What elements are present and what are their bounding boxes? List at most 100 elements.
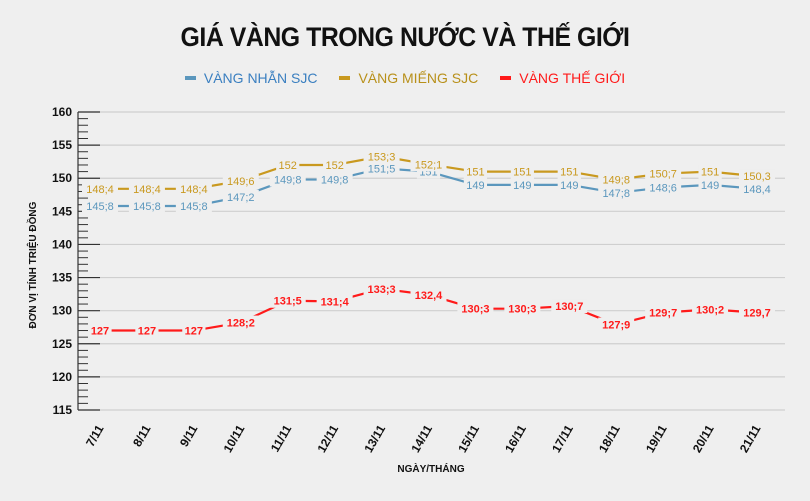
y-axis-title: ĐƠN VỊ TÍNH TRIỆU ĐỒNG <box>26 201 39 328</box>
x-tick-label: 17/11 <box>549 422 576 455</box>
data-point-label: 132,4 <box>415 290 443 302</box>
x-tick-label: 14/11 <box>408 422 435 455</box>
label-bg <box>510 177 534 192</box>
data-point-label: 145;8 <box>180 201 208 213</box>
legend-item-vang-nhan-sjc[interactable]: VÀNG NHẪN SJC <box>184 70 318 86</box>
label-bg <box>645 166 682 181</box>
label-bg <box>739 181 775 196</box>
data-point-label: 151 <box>513 167 531 179</box>
label-bg <box>323 157 347 172</box>
data-point-label: 133;3 <box>368 284 396 296</box>
label-bg <box>363 281 400 296</box>
x-tick-label: 7/11 <box>83 422 107 449</box>
data-point-label: 149 <box>560 180 578 192</box>
data-point-label: 149 <box>466 180 484 192</box>
label-bg <box>698 177 722 192</box>
label-bg <box>739 305 775 320</box>
data-point-label: 148;6 <box>649 182 677 194</box>
x-tick-label: 15/11 <box>455 422 482 455</box>
label-bg <box>222 173 259 188</box>
x-tick-label: 18/11 <box>596 422 623 455</box>
x-tick-label: 21/11 <box>737 422 764 455</box>
data-point-label: 131;5 <box>274 296 302 308</box>
y-tick-label: 125 <box>52 337 72 351</box>
data-point-label: 145;8 <box>86 201 114 213</box>
legend-swatch-icon <box>500 76 512 80</box>
data-point-label: 127 <box>185 326 203 338</box>
data-point-label: 150,3 <box>743 171 771 183</box>
x-tick-label: 11/11 <box>268 422 295 454</box>
label-bg <box>276 157 300 172</box>
label-bg <box>692 302 729 317</box>
label-bg <box>557 164 581 179</box>
data-point-label: 151 <box>560 167 578 179</box>
y-tick-label: 155 <box>52 138 72 152</box>
data-point-label: 127 <box>91 326 109 338</box>
label-bg <box>135 323 159 338</box>
x-axis-title: NGÀY/THÁNG <box>397 462 464 475</box>
chart-legend: VÀNG NHẪN SJC VÀNG MIẾNG SJC VÀNG THẾ GI… <box>0 70 810 86</box>
data-point-label: 130;7 <box>555 301 583 313</box>
data-point-label: 131;4 <box>321 296 350 308</box>
label-bg <box>504 301 541 316</box>
data-point-label: 149;6 <box>227 176 255 188</box>
label-bg <box>128 181 165 196</box>
label-bg <box>598 185 635 200</box>
y-axis: 115 120 125 130 135 140 145 150 155 160 <box>52 105 100 417</box>
label-bg <box>645 180 682 195</box>
data-point-label: 147;8 <box>602 188 630 200</box>
data-point-label: 152;1 <box>415 159 443 171</box>
label-bg <box>598 317 635 332</box>
label-bg <box>128 199 165 214</box>
label-bg <box>82 199 118 214</box>
label-bg <box>510 164 534 179</box>
data-point-label: 152 <box>325 160 343 172</box>
label-bg <box>175 199 212 214</box>
x-tick-label: 9/11 <box>177 422 201 449</box>
data-point-label: 130;3 <box>508 304 536 316</box>
data-point-label: 147;2 <box>227 192 255 204</box>
legend-item-vang-the-gioi[interactable]: VÀNG THẾ GIỚI <box>500 70 625 86</box>
x-axis: 7/11 8/11 9/11 10/11 11/11 12/11 13/11 14/11 15/… <box>83 422 764 455</box>
label-bg <box>598 172 635 187</box>
x-tick-label: 19/11 <box>643 422 670 455</box>
label-bg <box>463 177 488 192</box>
data-point-label: 152 <box>279 160 297 172</box>
data-point-label: 148;4 <box>86 184 114 196</box>
data-point-label: 149;8 <box>602 175 630 187</box>
x-tick-label: 16/11 <box>502 422 529 455</box>
label-bg <box>457 301 494 316</box>
legend-label: VÀNG MIẾNG SJC <box>358 70 479 86</box>
y-tick-label: 120 <box>52 370 72 384</box>
label-bg <box>463 164 488 179</box>
y-tick-label: 145 <box>52 204 72 218</box>
data-point-label: 130;3 <box>461 304 489 316</box>
label-bg <box>698 164 722 179</box>
legend-item-vang-mieng-sjc[interactable]: VÀNG MIẾNG SJC <box>339 70 478 86</box>
data-point-label: 148;4 <box>180 184 208 196</box>
data-point-label: 129;7 <box>649 308 677 320</box>
label-bg <box>82 181 118 196</box>
label-bg <box>410 157 447 172</box>
data-point-label: 149;8 <box>274 175 302 187</box>
x-tick-label: 10/11 <box>221 422 248 455</box>
label-bg <box>551 299 588 314</box>
x-tick-label: 20/11 <box>690 422 717 455</box>
x-tick-label: 13/11 <box>361 422 388 455</box>
data-point-label: 127 <box>138 326 156 338</box>
y-tick-label: 140 <box>52 237 72 251</box>
legend-label: VÀNG NHẪN SJC <box>203 70 318 86</box>
grid-lines <box>78 111 785 411</box>
y-tick-label: 135 <box>52 271 72 285</box>
chart-title: GIÁ VÀNG TRONG NƯỚC VÀ THẾ GIỚI <box>180 22 630 52</box>
label-bg <box>222 189 259 204</box>
label-bg <box>88 323 112 338</box>
label-bg <box>316 294 353 309</box>
series-2: 127 127 127 128;2 131;5 131;4 133;3 132,4 130;3 1… <box>88 281 775 338</box>
data-point-label: 128;2 <box>227 318 255 330</box>
y-tick-label: 160 <box>52 105 72 119</box>
y-tick-label: 130 <box>52 304 72 318</box>
y-tick-label: 115 <box>53 403 73 417</box>
data-point-label: 149 <box>513 180 531 192</box>
